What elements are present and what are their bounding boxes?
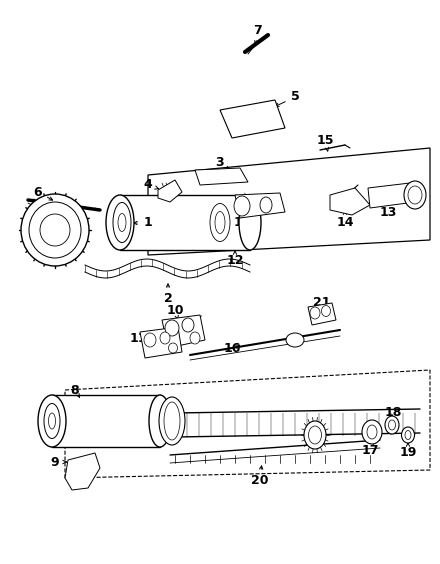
Text: 11: 11 <box>129 332 147 345</box>
Ellipse shape <box>164 402 180 440</box>
Text: 21: 21 <box>313 296 331 309</box>
Text: 9: 9 <box>51 456 59 469</box>
Polygon shape <box>65 453 100 490</box>
Ellipse shape <box>389 420 396 430</box>
Ellipse shape <box>215 212 225 233</box>
Text: 13: 13 <box>379 205 397 218</box>
Ellipse shape <box>239 195 261 250</box>
Text: 4: 4 <box>143 178 152 192</box>
Text: AYD: AYD <box>213 175 224 180</box>
Text: 15: 15 <box>316 134 334 147</box>
Text: 3: 3 <box>216 156 224 170</box>
Polygon shape <box>195 168 248 185</box>
Ellipse shape <box>48 413 55 429</box>
Ellipse shape <box>260 197 272 213</box>
Text: 2: 2 <box>164 292 172 305</box>
Text: 18: 18 <box>384 407 402 420</box>
Text: 8: 8 <box>71 384 79 396</box>
Ellipse shape <box>310 307 320 319</box>
Text: 7: 7 <box>253 24 262 37</box>
Ellipse shape <box>106 195 134 250</box>
Text: 10: 10 <box>166 303 184 316</box>
Ellipse shape <box>21 194 89 266</box>
Polygon shape <box>220 100 285 138</box>
Ellipse shape <box>113 202 131 243</box>
Ellipse shape <box>322 306 330 316</box>
Polygon shape <box>158 180 182 202</box>
Text: 20: 20 <box>251 474 269 487</box>
Text: 5: 5 <box>291 90 299 104</box>
Ellipse shape <box>40 214 70 246</box>
Polygon shape <box>65 370 430 478</box>
Ellipse shape <box>401 427 414 443</box>
Ellipse shape <box>210 204 230 241</box>
Text: 19: 19 <box>400 446 417 459</box>
Ellipse shape <box>144 333 156 347</box>
Ellipse shape <box>362 420 382 444</box>
Polygon shape <box>368 183 415 208</box>
Ellipse shape <box>308 426 322 444</box>
Ellipse shape <box>405 430 411 439</box>
Text: 16: 16 <box>224 341 241 355</box>
Ellipse shape <box>118 214 126 231</box>
Polygon shape <box>140 327 182 358</box>
Text: 17: 17 <box>361 443 379 456</box>
Ellipse shape <box>149 395 171 447</box>
Ellipse shape <box>44 403 60 438</box>
Text: 6: 6 <box>34 186 42 199</box>
Ellipse shape <box>169 343 177 353</box>
Polygon shape <box>148 148 430 255</box>
Bar <box>120 195 250 250</box>
Ellipse shape <box>190 332 200 344</box>
Ellipse shape <box>165 320 179 336</box>
Ellipse shape <box>160 332 170 344</box>
Polygon shape <box>162 315 205 348</box>
Ellipse shape <box>286 333 304 347</box>
Polygon shape <box>330 188 370 215</box>
Polygon shape <box>235 193 285 218</box>
Text: 12: 12 <box>226 253 244 267</box>
Ellipse shape <box>304 421 326 449</box>
Ellipse shape <box>408 186 422 204</box>
Ellipse shape <box>385 416 399 434</box>
Polygon shape <box>308 303 336 325</box>
Text: 1: 1 <box>143 217 152 230</box>
Text: 14: 14 <box>336 215 354 228</box>
Text: 13: 13 <box>233 215 251 228</box>
Ellipse shape <box>159 397 185 445</box>
Ellipse shape <box>404 181 426 209</box>
Ellipse shape <box>38 395 66 447</box>
Bar <box>52 395 160 447</box>
Ellipse shape <box>234 196 250 216</box>
Ellipse shape <box>367 425 377 439</box>
Ellipse shape <box>182 318 194 332</box>
Ellipse shape <box>29 202 81 258</box>
